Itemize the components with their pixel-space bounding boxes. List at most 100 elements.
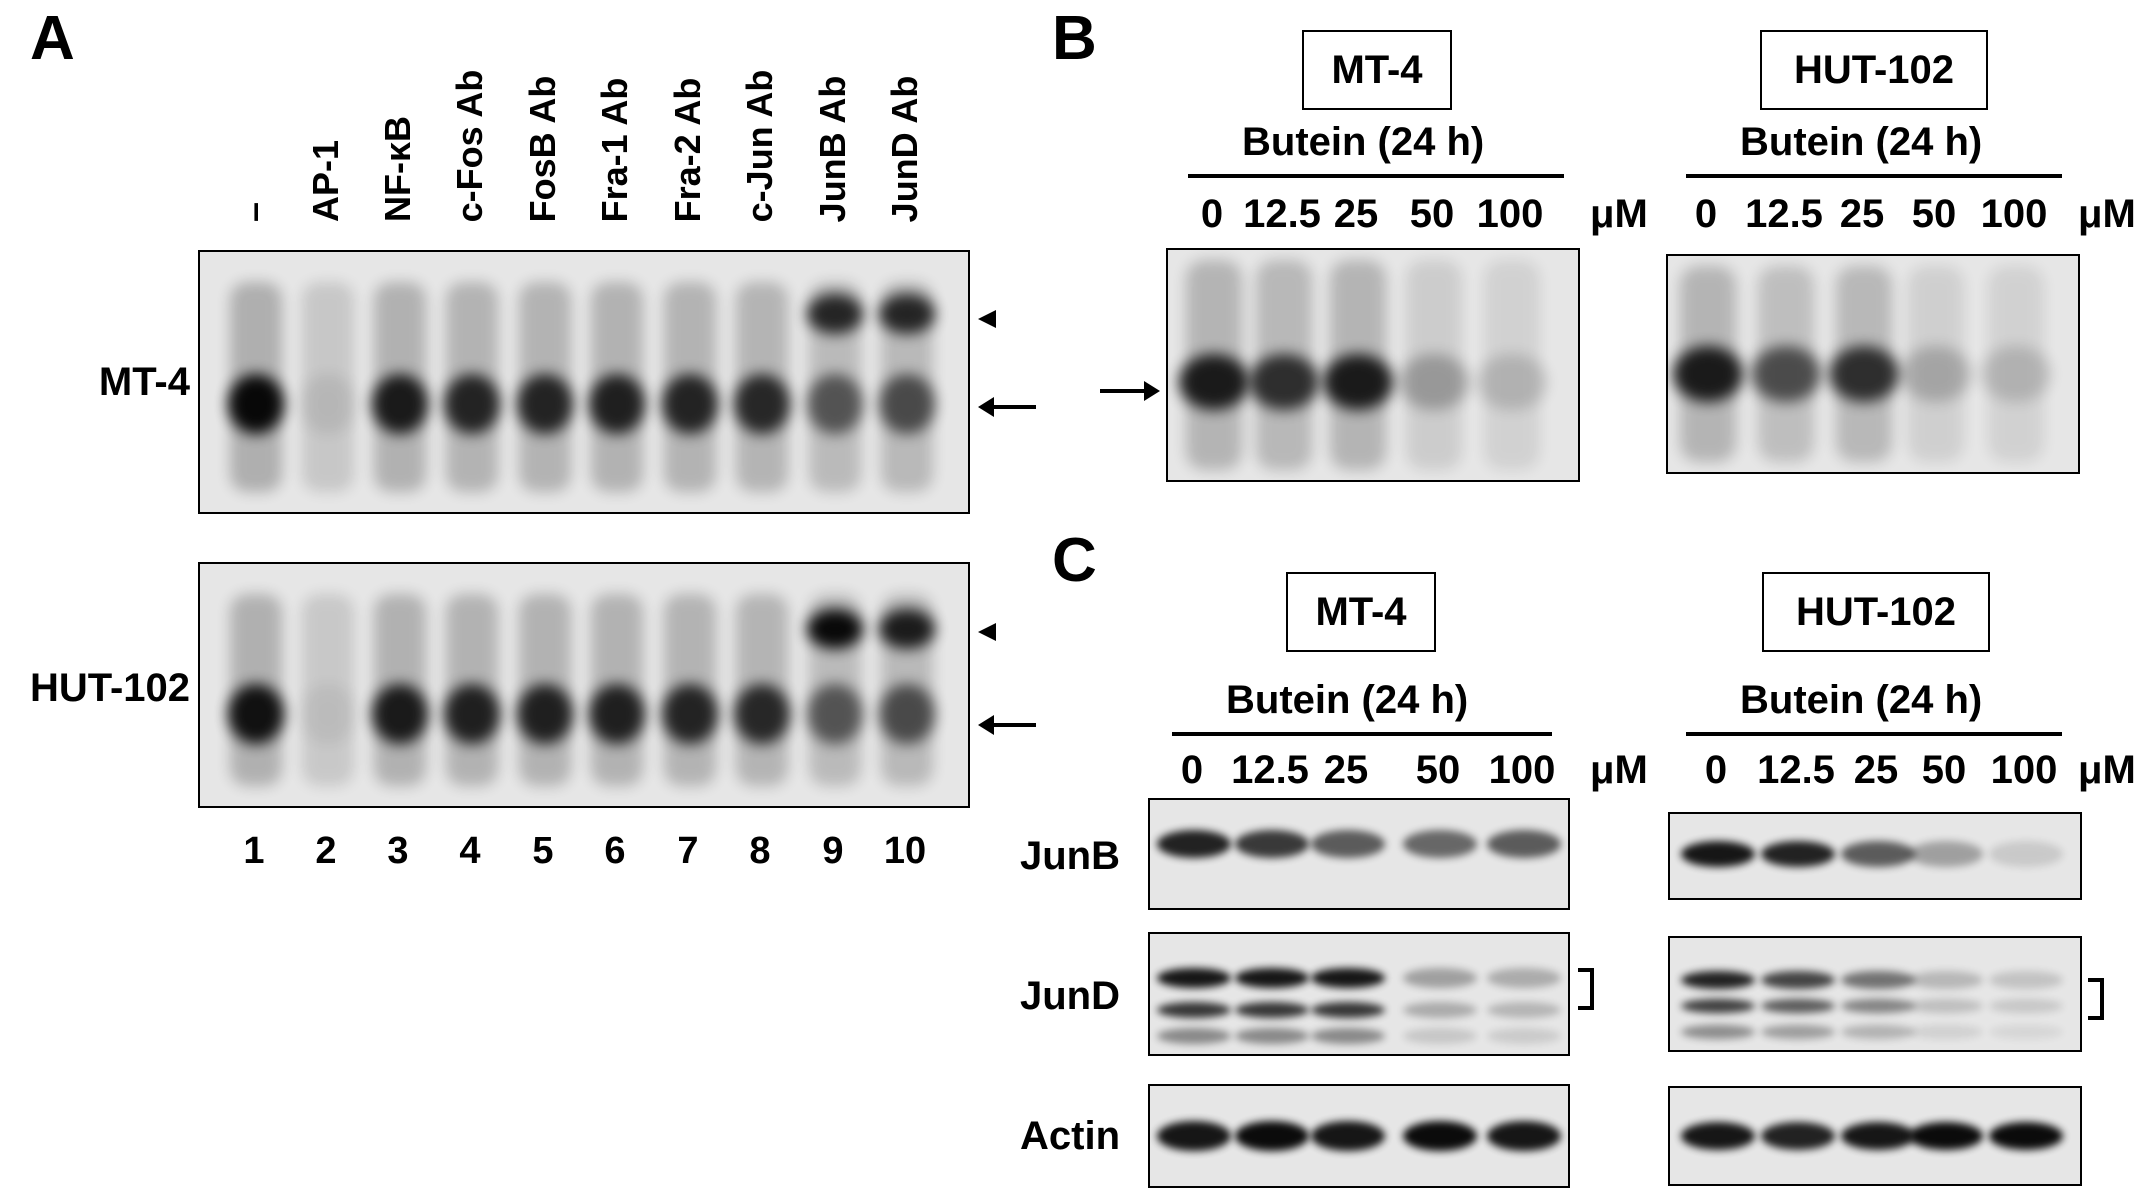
panel-a-lane-header-6: Fra-1 Ab	[594, 77, 635, 222]
panel-c-jund-mt4-band-1-2	[1235, 1028, 1309, 1044]
panel-a-hut102-band-9	[807, 684, 863, 744]
panel-a-lane-number-4: 4	[459, 830, 481, 872]
panel-c-actin-hut102-band-1-0	[1761, 1122, 1835, 1150]
panel-a-lane-number-3: 3	[387, 830, 409, 872]
panel-b-hut102-conc-2: 25	[1839, 192, 1885, 236]
panel-b-mt4-band-1	[1249, 354, 1319, 410]
panel-c-jund-hut102-band-2-0	[1841, 971, 1915, 989]
panel-a-mt4-band-1	[228, 374, 284, 434]
panel-c-blot-actin-mt4	[1148, 1084, 1570, 1188]
panel-c-junb-mt4-band-1-0	[1235, 830, 1309, 858]
panel-c-actin-hut102-band-0-0	[1681, 1122, 1755, 1150]
panel-b-treatment-label-hut102: Butein (24 h)	[1740, 120, 1983, 164]
panel-c-mt4-conc-4: 100	[1488, 748, 1556, 792]
panel-b-hut102-band-2	[1829, 346, 1899, 402]
panel-a-mt4-supershift-band-10	[879, 294, 935, 334]
panel-c-hut102-conc-1: 12.5	[1757, 748, 1835, 792]
panel-a-lane-number-6: 6	[604, 830, 626, 872]
panel-b-hut102-band-1	[1751, 346, 1821, 402]
panel-b-mt4-conc-1: 12.5	[1243, 192, 1321, 236]
panel-a-lane-number-5: 5	[532, 830, 554, 872]
panel-a-hut102-supershift-band-10	[879, 609, 935, 649]
panel-c-jund-mt4-band-1-1	[1235, 1002, 1309, 1018]
panel-c-treatment-rule-mt4	[1172, 732, 1552, 736]
panel-b-cellline-box-mt4: MT-4	[1302, 30, 1452, 110]
panel-a-supershift-arrowhead-hut102	[978, 623, 996, 641]
panel-a-lane-header-4: c-Fos Ab	[449, 69, 490, 222]
panel-c-jund-hut102-band-0-0	[1681, 971, 1755, 989]
panel-a-mt4-band-9	[807, 374, 863, 434]
panel-c-actin-mt4-band-3-0	[1403, 1121, 1477, 1151]
panel-c-jund-mt4-band-0-0	[1157, 968, 1231, 988]
panel-b-mt4-band-4	[1477, 354, 1547, 410]
panel-a-lane-header-1: –	[233, 201, 274, 223]
panel-c-junb-hut102-band-2-0	[1841, 841, 1915, 867]
panel-a-hut102-band-8	[734, 684, 790, 744]
panel-c-blot-label-junb: JunB	[1020, 834, 1120, 878]
panel-b-band-arrow	[1100, 381, 1160, 401]
panel-c-jund-mt4-band-3-1	[1403, 1002, 1477, 1018]
panel-b-mt4-band-3	[1399, 354, 1469, 410]
panel-a-lane-number-1: 1	[243, 830, 265, 872]
panel-c-blot-junb-mt4	[1148, 798, 1570, 910]
panel-a-lane-header-5: FosB Ab	[522, 75, 563, 222]
panel-c-jund-hut102-band-4-2	[1989, 1024, 2063, 1040]
panel-c-mt4-conc-0: 0	[1180, 748, 1204, 792]
panel-a-band-arrow-mt4	[978, 397, 1036, 417]
panel-c-junb-mt4-band-4-0	[1487, 830, 1561, 858]
panel-b-hut102-conc-0: 0	[1694, 192, 1718, 236]
panel-a-mt4-band-3	[372, 374, 428, 434]
panel-c-jund-mt4-band-1-0	[1235, 968, 1309, 988]
panel-a-supershift-arrowhead-mt4	[978, 310, 996, 328]
panel-a-gel-hut102	[198, 562, 970, 808]
panel-c-jund-hut102-band-0-2	[1681, 1024, 1755, 1040]
panel-a-hut102-band-5	[517, 684, 573, 744]
panel-b-mt4-conc-3: 50	[1409, 192, 1455, 236]
panel-a-hut102-band-2	[300, 684, 356, 744]
panel-c-jund-hut102-band-3-2	[1909, 1024, 1983, 1040]
panel-a-hut102-band-4	[444, 684, 500, 744]
panel-a-letter: A	[30, 4, 75, 73]
panel-c-hut102-conc-4: 100	[1990, 748, 2058, 792]
panel-a-lane-number-2: 2	[315, 830, 337, 872]
panel-c-blot-label-actin: Actin	[1020, 1114, 1120, 1158]
panel-b-treatment-label-mt4: Butein (24 h)	[1242, 120, 1485, 164]
panel-b-cellline-box-hut102: HUT-102	[1760, 30, 1988, 110]
panel-b-mt4-conc-4: 100	[1476, 192, 1544, 236]
panel-a-hut102-supershift-band-9	[807, 609, 863, 649]
panel-b-mt4-conc-0: 0	[1200, 192, 1224, 236]
panel-a-mt4-supershift-band-9	[807, 294, 863, 334]
panel-c-treatment-label-mt4: Butein (24 h)	[1226, 678, 1469, 722]
panel-b-letter: B	[1052, 4, 1097, 73]
panel-c-junb-mt4-band-2-0	[1311, 830, 1385, 858]
panel-c-blot-actin-hut102	[1668, 1086, 2082, 1186]
panel-a-lane-number-9: 9	[822, 830, 844, 872]
panel-a-lane-header-3: NF-κB	[377, 115, 418, 223]
panel-b-hut102-band-0	[1673, 346, 1743, 402]
panel-b-treatment-rule-hut102	[1686, 174, 2062, 178]
panel-c-jund-hut102-band-1-0	[1761, 971, 1835, 989]
panel-c-jund-hut102-band-3-0	[1909, 971, 1983, 989]
panel-a-hut102-band-7	[662, 684, 718, 744]
panel-c-jund-mt4-band-4-2	[1487, 1028, 1561, 1044]
panel-c-jund-bracket-hut102	[2088, 978, 2104, 1020]
panel-b-hut102-conc-1: 12.5	[1745, 192, 1823, 236]
panel-c-treatment-label-hut102: Butein (24 h)	[1740, 678, 1983, 722]
panel-b-hut102-band-4	[1981, 346, 2051, 402]
panel-c-jund-mt4-band-0-1	[1157, 1002, 1231, 1018]
panel-c-actin-mt4-band-2-0	[1311, 1121, 1385, 1151]
panel-c-hut102-conc-0: 0	[1704, 748, 1728, 792]
panel-a-lane-header-7: Fra-2 Ab	[667, 77, 708, 222]
panel-a-lane-header-2: AP-1	[305, 139, 346, 223]
panel-c-junb-hut102-band-1-0	[1761, 841, 1835, 867]
panel-a-hut102-band-1	[228, 684, 284, 744]
panel-c-junb-hut102-band-0-0	[1681, 841, 1755, 867]
panel-a-row-label-mt4: MT-4	[98, 360, 190, 404]
panel-c-actin-hut102-band-4-0	[1989, 1122, 2063, 1150]
panel-a-lane-header-8: c-Jun Ab	[739, 69, 780, 222]
panel-c-jund-hut102-band-4-1	[1989, 998, 2063, 1014]
panel-c-mt4-conc-3: 50	[1415, 748, 1461, 792]
panel-c-actin-mt4-band-0-0	[1157, 1121, 1231, 1151]
panel-b-hut102-conc-4: 100	[1980, 192, 2048, 236]
panel-a-lane-number-7: 7	[677, 830, 699, 872]
